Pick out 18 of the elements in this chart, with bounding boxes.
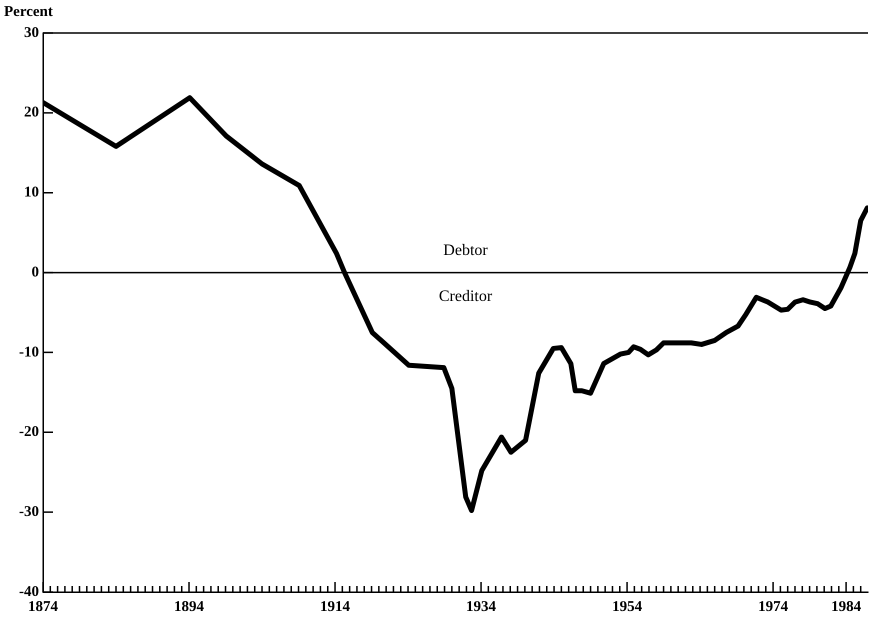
y-tick-label: -20 [19,424,39,440]
y-tick-label: 30 [24,24,39,41]
annotation: Creditor [438,288,493,305]
x-tick-label: 1934 [466,598,497,615]
x-tick-label: 1974 [758,598,789,615]
y-tick-label: -30 [19,504,39,520]
y-tick-label: 10 [24,184,39,201]
x-tick-label: 1954 [612,598,643,615]
x-tick-label: 1914 [320,598,351,615]
y-axis-title: Percent [4,4,53,21]
x-tick-label: 1874 [28,598,58,615]
y-tick-label: -40 [19,584,39,600]
y-tick-label: 0 [32,264,39,280]
y-tick-label: 20 [24,104,39,121]
y-tick-label: -10 [19,344,39,360]
annotation: Debtor [443,242,488,259]
x-tick-label: 1984 [831,598,862,615]
x-tick-label: 1894 [174,598,205,615]
